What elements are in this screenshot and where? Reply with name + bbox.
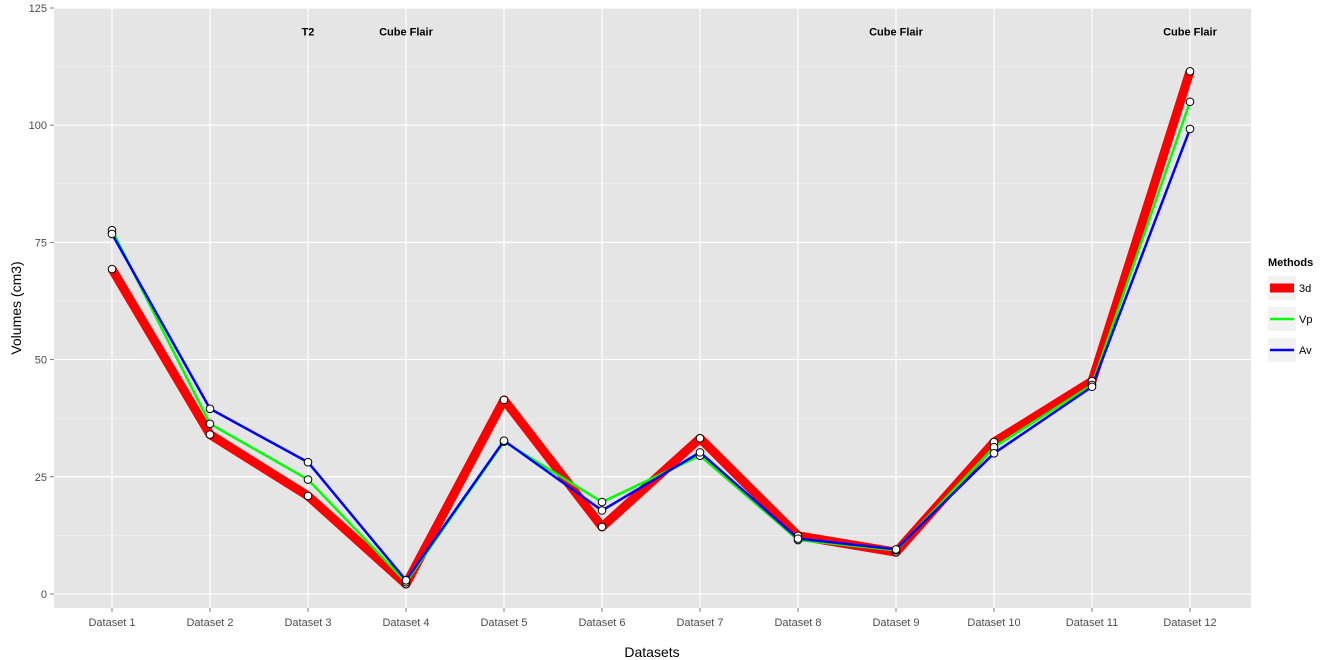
data-point-3d	[205, 430, 215, 439]
annotations: T2 Cube Flair Cube Flair Cube Flair	[302, 26, 1218, 38]
x-tick-label: Dataset 8	[774, 617, 821, 629]
x-axis-ticks: Dataset 1 Dataset 2 Dataset 3 Dataset 4 Data…	[88, 608, 1217, 629]
annotation-label: Cube Flair	[1163, 26, 1218, 38]
annotation-label: Cube Flair	[379, 26, 434, 38]
x-tick-label: Dataset 7	[676, 617, 723, 629]
major-gridlines	[54, 7, 1251, 608]
annotation-label: Cube Flair	[869, 26, 924, 38]
annotation-label: T2	[302, 26, 315, 38]
y-tick-label: 50	[35, 355, 47, 367]
data-point-vp	[597, 497, 607, 507]
x-axis-title: Datasets	[624, 644, 679, 660]
x-tick-label: Dataset 1	[88, 617, 135, 629]
data-points	[107, 66, 1195, 589]
plot-panel	[54, 8, 1251, 608]
legend-keys: 3d Vp Av	[1268, 276, 1312, 362]
x-tick-label: Dataset 4	[382, 617, 429, 629]
data-point-3d	[1185, 66, 1195, 76]
legend-label-vp: Vp	[1299, 314, 1312, 326]
data-point-3d	[107, 264, 117, 274]
data-point-av	[303, 457, 313, 467]
legend-label-3d: 3d	[1299, 283, 1311, 295]
x-tick-label: Dataset 2	[186, 617, 233, 629]
data-point-av	[989, 449, 999, 458]
data-point-3d	[499, 395, 509, 405]
data-point-av	[1087, 382, 1097, 392]
series-line-vp	[110, 101, 1192, 584]
x-tick-label: Dataset 11	[1066, 617, 1118, 629]
x-tick-label: Dataset 5	[480, 617, 527, 629]
x-tick-label: Dataset 10	[967, 617, 1020, 629]
y-tick-label: 125	[29, 3, 47, 15]
x-tick-label: Dataset 3	[284, 617, 331, 629]
x-tick-label: Dataset 12	[1163, 617, 1216, 629]
data-point-3d	[303, 491, 313, 501]
legend-title: Methods	[1268, 257, 1313, 269]
data-point-av	[205, 404, 215, 414]
data-point-av	[597, 506, 607, 515]
y-tick-label: 0	[41, 589, 47, 601]
y-tick-label: 100	[29, 120, 47, 132]
data-point-av	[793, 534, 803, 543]
series-lines	[108, 69, 1195, 589]
series-line-av	[110, 128, 1192, 582]
legend: Methods 3d Vp Av	[1262, 250, 1313, 368]
x-tick-label: Dataset 9	[872, 617, 919, 629]
data-point-3d	[695, 434, 705, 443]
data-point-vp	[1185, 97, 1195, 107]
data-point-vp	[205, 419, 215, 429]
y-axis-ticks: 0 25 50 75 100 125	[29, 3, 54, 601]
data-point-av	[695, 448, 705, 457]
legend-label-av: Av	[1299, 345, 1312, 357]
data-point-av	[1185, 124, 1195, 134]
data-point-av	[107, 229, 117, 239]
data-point-av	[891, 545, 901, 554]
y-tick-label: 75	[35, 237, 47, 249]
data-point-vp	[303, 475, 313, 484]
data-point-av	[401, 576, 411, 585]
y-axis-title: Volumes (cm3)	[8, 261, 24, 354]
data-point-av	[499, 436, 509, 445]
y-tick-label: 25	[35, 472, 47, 484]
data-point-3d	[597, 522, 607, 532]
minor-gridlines	[54, 66, 1251, 536]
x-tick-label: Dataset 6	[578, 617, 625, 629]
